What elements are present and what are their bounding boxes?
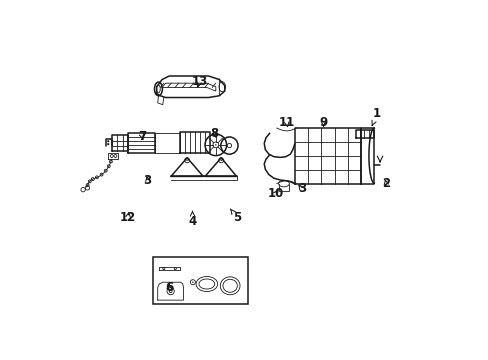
Circle shape: [220, 159, 222, 161]
Circle shape: [215, 144, 216, 145]
Bar: [153, 257, 247, 304]
Circle shape: [107, 140, 109, 142]
Text: 10: 10: [267, 187, 284, 200]
Text: 4: 4: [188, 211, 196, 228]
Circle shape: [186, 159, 187, 161]
Text: 9: 9: [319, 116, 327, 129]
Text: 6: 6: [165, 281, 173, 294]
Text: 3: 3: [143, 174, 151, 186]
Text: 3: 3: [297, 183, 305, 195]
Text: 11: 11: [278, 116, 294, 129]
Text: 12: 12: [120, 211, 136, 224]
Circle shape: [107, 143, 109, 145]
Text: 2: 2: [381, 177, 389, 190]
Text: 8: 8: [209, 127, 218, 140]
Circle shape: [192, 282, 193, 283]
Text: 5: 5: [230, 209, 241, 224]
Text: 13: 13: [191, 75, 207, 88]
Text: 7: 7: [138, 130, 146, 144]
Text: 1: 1: [371, 107, 381, 126]
